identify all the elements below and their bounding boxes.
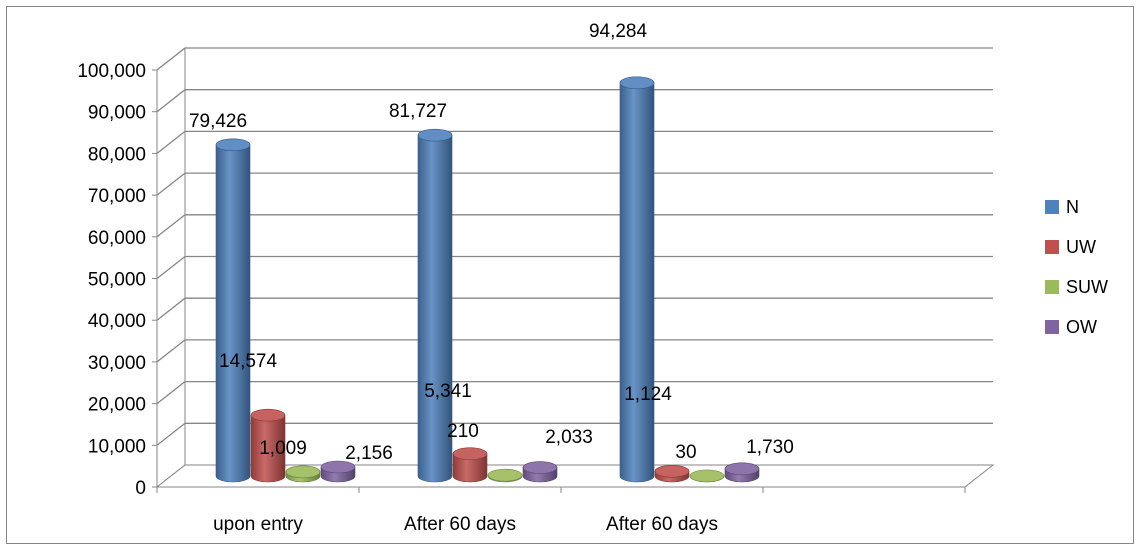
data-label: 81,727 xyxy=(389,101,447,122)
y-tick-label: 100,000 xyxy=(77,61,146,82)
y-tick-label: 0 xyxy=(135,478,146,499)
bar-body xyxy=(215,144,251,483)
bar-ow-0 xyxy=(320,460,356,483)
bar-uw-1 xyxy=(452,447,488,483)
y-tick-label: 70,000 xyxy=(88,186,146,207)
data-label: 14,574 xyxy=(219,351,278,372)
y-tick-label: 60,000 xyxy=(88,228,146,249)
gridline xyxy=(156,172,993,196)
bar-suw-2 xyxy=(689,469,725,483)
data-label: 1,009 xyxy=(259,438,307,459)
bar-n-0 xyxy=(215,138,251,483)
bar-top xyxy=(654,465,690,478)
bar-ow-2 xyxy=(724,462,760,483)
legend-label: SUW xyxy=(1066,277,1108,297)
data-label: 1,730 xyxy=(746,437,794,458)
gridline xyxy=(156,380,993,405)
legend-swatch xyxy=(1045,200,1059,214)
bar-suw-0 xyxy=(285,465,321,483)
bar-top xyxy=(285,465,321,479)
bar-body xyxy=(250,414,286,483)
bar-top xyxy=(320,460,356,474)
bar-uw-2 xyxy=(654,465,690,483)
gridline xyxy=(156,339,993,363)
gridline xyxy=(156,130,993,154)
bar-top xyxy=(522,461,558,474)
gridline xyxy=(156,422,993,446)
bars xyxy=(215,76,760,483)
bar-top xyxy=(250,408,286,422)
bar-top xyxy=(417,128,453,142)
axes: 0 10,000 20,000 30,000 40,000 50,000 60,000 70,… xyxy=(77,61,966,535)
bar-n-1 xyxy=(417,128,453,483)
data-labels: 79,426 81,727 94,284 14,574 5,341 1,124 1,009 2… xyxy=(189,21,794,464)
legend-swatch xyxy=(1045,280,1059,294)
bar-n-2 xyxy=(619,76,655,483)
gridline xyxy=(156,255,993,280)
legend-label: N xyxy=(1066,197,1079,217)
bar-body xyxy=(417,134,453,483)
y-tick-label: 50,000 xyxy=(88,270,146,291)
data-label: 79,426 xyxy=(189,111,247,132)
chart-frame xyxy=(6,6,1134,544)
bar-top xyxy=(452,447,488,461)
bar-top xyxy=(689,469,725,483)
data-label: 5,341 xyxy=(424,381,472,402)
data-label: 1,124 xyxy=(624,384,672,405)
bar-top xyxy=(215,138,251,152)
x-tick-label: After 60 days xyxy=(606,514,718,535)
legend: N UW SUW OW xyxy=(1045,197,1108,337)
bar-body xyxy=(619,82,655,483)
bar-ow-1 xyxy=(522,461,558,483)
gridline xyxy=(156,214,993,238)
y-tick-label: 40,000 xyxy=(88,311,146,332)
data-label: 94,284 xyxy=(589,21,648,42)
legend-swatch xyxy=(1045,240,1059,254)
bar-suw-1 xyxy=(487,468,523,483)
bar-top xyxy=(619,76,655,90)
bar-body xyxy=(452,453,488,483)
y-tick-label: 20,000 xyxy=(88,395,146,416)
data-label: 2,033 xyxy=(545,427,593,448)
x-tick-label: After 60 days xyxy=(404,514,516,535)
data-label: 2,156 xyxy=(345,443,393,464)
gridline xyxy=(156,47,993,71)
gridlines xyxy=(156,47,993,446)
y-tick-label: 10,000 xyxy=(88,436,146,457)
data-label: 30 xyxy=(675,442,696,463)
gridline xyxy=(156,89,993,113)
bar-top xyxy=(487,468,523,482)
bar-top xyxy=(724,462,760,476)
y-tick-label: 90,000 xyxy=(88,103,146,124)
y-tick-label: 30,000 xyxy=(88,353,146,374)
bar-uw-0 xyxy=(250,408,286,483)
legend-label: UW xyxy=(1066,237,1096,257)
x-tick-label: upon entry xyxy=(213,514,303,535)
gridline xyxy=(156,297,993,321)
legend-label: OW xyxy=(1066,317,1097,337)
legend-swatch xyxy=(1045,320,1059,334)
y-tick-label: 80,000 xyxy=(88,144,146,165)
data-label: 210 xyxy=(447,421,479,442)
